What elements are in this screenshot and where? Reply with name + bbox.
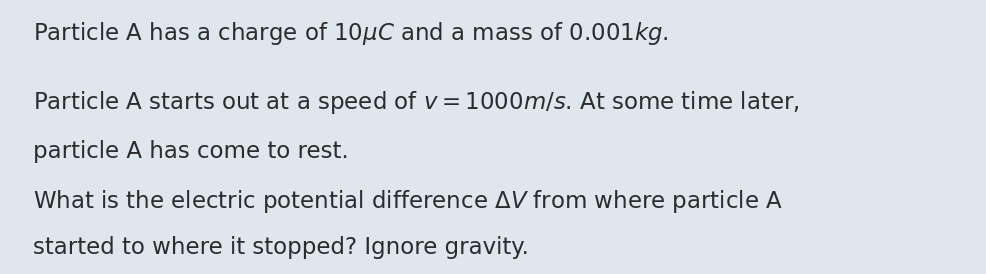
Text: started to where it stopped? Ignore gravity.: started to where it stopped? Ignore grav… — [33, 236, 528, 259]
Text: What is the electric potential difference $\Delta V$ from where particle A: What is the electric potential differenc… — [33, 188, 783, 215]
Text: Particle A starts out at a speed of $v = 1000m/s$. At some time later,: Particle A starts out at a speed of $v =… — [33, 89, 800, 116]
Text: particle A has come to rest.: particle A has come to rest. — [33, 140, 348, 163]
Text: Particle A has a charge of $10\mu C$ and a mass of $0.001kg$.: Particle A has a charge of $10\mu C$ and… — [33, 19, 669, 47]
